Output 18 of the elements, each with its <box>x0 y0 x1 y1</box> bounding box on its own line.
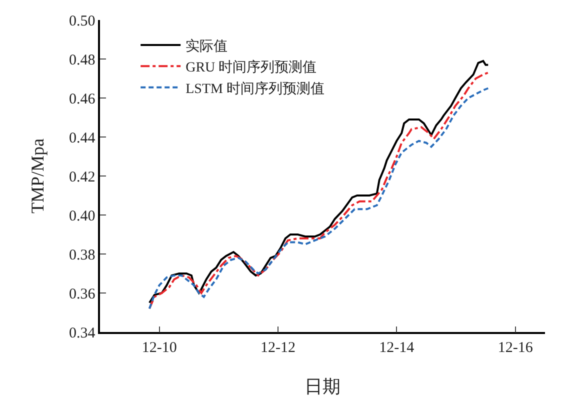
x-tick-label: 12-16 <box>498 340 534 356</box>
y-tick-label: 0.42 <box>69 169 96 186</box>
legend-label: LSTM 时间序列预测值 <box>186 80 324 97</box>
y-tick-label: 0.34 <box>69 325 96 342</box>
x-tick-label: 12-10 <box>142 340 177 356</box>
legend-label: GRU 时间序列预测值 <box>186 60 317 76</box>
y-tick-label: 0.40 <box>69 208 96 224</box>
y-tick-label: 0.48 <box>69 52 96 68</box>
y-axis-title: TMP/Mpa <box>28 138 48 214</box>
x-axis-title: 日期 <box>304 376 340 396</box>
x-tick-label: 12-14 <box>379 340 415 356</box>
y-tick-label: 0.44 <box>69 130 96 146</box>
x-tick-label: 12-12 <box>260 340 296 356</box>
y-tick-label: 0.46 <box>69 91 96 108</box>
y-tick-label: 0.50 <box>69 13 96 30</box>
legend-label: 实际值 <box>186 38 228 54</box>
y-tick-label: 0.36 <box>69 286 96 302</box>
y-tick-label: 0.38 <box>69 247 96 264</box>
